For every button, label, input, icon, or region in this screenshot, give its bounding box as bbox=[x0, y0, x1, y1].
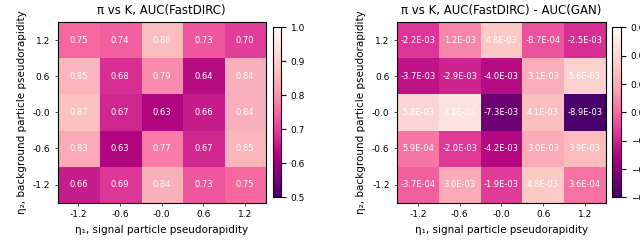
Text: 3.0E-03: 3.0E-03 bbox=[527, 144, 559, 153]
Text: -1.9E-03: -1.9E-03 bbox=[484, 180, 519, 189]
Text: -2.0E-03: -2.0E-03 bbox=[442, 144, 477, 153]
Title: π vs K, AUC(FastDIRC) - AUC(GAN): π vs K, AUC(FastDIRC) - AUC(GAN) bbox=[401, 4, 602, 17]
Text: -3.7E-04: -3.7E-04 bbox=[401, 180, 436, 189]
Text: 5.8E-03: 5.8E-03 bbox=[402, 108, 434, 117]
Text: 3.1E-03: 3.1E-03 bbox=[527, 72, 559, 81]
Title: π vs K, AUC(FastDIRC): π vs K, AUC(FastDIRC) bbox=[97, 4, 226, 17]
X-axis label: η₁, signal particle pseudorapidity: η₁, signal particle pseudorapidity bbox=[75, 225, 248, 235]
Text: 0.85: 0.85 bbox=[236, 144, 254, 153]
Text: -2.5E-03: -2.5E-03 bbox=[567, 36, 602, 45]
Text: 0.74: 0.74 bbox=[111, 36, 129, 45]
Text: 0.69: 0.69 bbox=[111, 180, 129, 189]
Text: 4.8E-03: 4.8E-03 bbox=[485, 36, 518, 45]
Text: -4.2E-03: -4.2E-03 bbox=[484, 144, 519, 153]
Text: 0.63: 0.63 bbox=[152, 108, 171, 117]
Text: 5.9E-04: 5.9E-04 bbox=[402, 144, 434, 153]
Text: 0.66: 0.66 bbox=[69, 180, 88, 189]
Y-axis label: η₂, background particle pseudorapidity: η₂, background particle pseudorapidity bbox=[17, 11, 27, 214]
Text: 0.75: 0.75 bbox=[236, 180, 254, 189]
Text: -2.9E-03: -2.9E-03 bbox=[442, 72, 477, 81]
Text: 0.87: 0.87 bbox=[69, 108, 88, 117]
Text: 0.68: 0.68 bbox=[111, 72, 129, 81]
Text: 0.73: 0.73 bbox=[194, 36, 212, 45]
Text: -2.2E-03: -2.2E-03 bbox=[401, 36, 436, 45]
Text: -3.7E-03: -3.7E-03 bbox=[401, 72, 436, 81]
Text: 4.1E-03: 4.1E-03 bbox=[527, 108, 559, 117]
Text: 0.77: 0.77 bbox=[152, 144, 171, 153]
X-axis label: η₁, signal particle pseudorapidity: η₁, signal particle pseudorapidity bbox=[415, 225, 588, 235]
Text: -7.3E-03: -7.3E-03 bbox=[484, 108, 519, 117]
Text: 0.84: 0.84 bbox=[152, 180, 171, 189]
Y-axis label: η₂, background particle pseudorapidity: η₂, background particle pseudorapidity bbox=[356, 11, 367, 214]
Text: 0.73: 0.73 bbox=[194, 180, 212, 189]
Text: 0.67: 0.67 bbox=[111, 108, 129, 117]
Text: 5.6E-03: 5.6E-03 bbox=[569, 72, 601, 81]
Text: 0.75: 0.75 bbox=[69, 36, 88, 45]
Text: 0.70: 0.70 bbox=[236, 36, 254, 45]
Text: 0.79: 0.79 bbox=[152, 72, 171, 81]
Text: -4.0E-03: -4.0E-03 bbox=[484, 72, 519, 81]
Text: 4.8E-03: 4.8E-03 bbox=[527, 180, 559, 189]
Text: 0.83: 0.83 bbox=[69, 144, 88, 153]
Text: -8.9E-03: -8.9E-03 bbox=[567, 108, 602, 117]
Text: 0.64: 0.64 bbox=[194, 72, 212, 81]
Text: 7.1E-03: 7.1E-03 bbox=[444, 108, 476, 117]
Text: 0.67: 0.67 bbox=[194, 144, 212, 153]
Text: 3.9E-03: 3.9E-03 bbox=[569, 144, 601, 153]
Text: 0.84: 0.84 bbox=[236, 72, 254, 81]
Text: 3.6E-04: 3.6E-04 bbox=[569, 180, 601, 189]
Text: 3.0E-03: 3.0E-03 bbox=[444, 180, 476, 189]
Text: 0.86: 0.86 bbox=[152, 36, 171, 45]
Text: 1.2E-03: 1.2E-03 bbox=[444, 36, 476, 45]
Text: -8.7E-04: -8.7E-04 bbox=[525, 36, 561, 45]
Text: 0.63: 0.63 bbox=[111, 144, 129, 153]
Text: 0.66: 0.66 bbox=[194, 108, 212, 117]
Text: 0.84: 0.84 bbox=[236, 108, 254, 117]
Text: 0.85: 0.85 bbox=[69, 72, 88, 81]
